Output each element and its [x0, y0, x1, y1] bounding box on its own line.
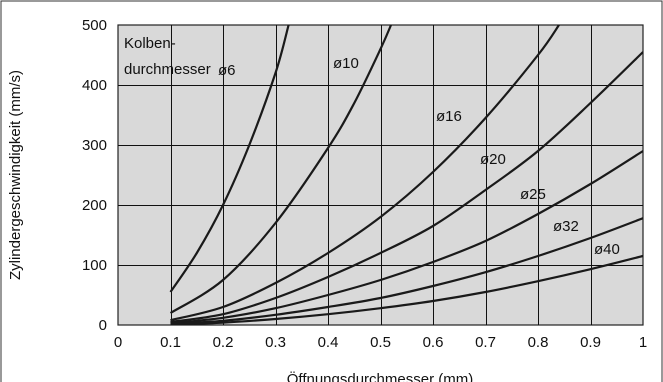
y-tick-label: 400: [82, 77, 107, 94]
plot-area: [117, 24, 644, 326]
grid: [118, 25, 643, 325]
x-tick-label: 0.7: [475, 334, 496, 351]
series-label-7: ø40: [594, 241, 620, 258]
series-label-1: ø6: [218, 62, 236, 79]
plot-background: [117, 24, 644, 326]
x-tick-label: 0.9: [580, 334, 601, 351]
y-axis-title: Zylindergeschwindigkeit (mm/s): [7, 70, 24, 280]
y-tick-label: 0: [99, 317, 107, 334]
curve-labels: ø6 ø10 ø16 ø20 ø25 ø32 ø40: [218, 55, 620, 258]
x-tick-label: 1: [639, 334, 647, 351]
x-tick-label: 0.2: [213, 334, 234, 351]
x-tick-label: 0.8: [528, 334, 549, 351]
legend-title-line-2: durchmesser: [124, 61, 211, 78]
series-line-6: [170, 217, 643, 325]
y-tick-label: 300: [82, 137, 107, 154]
x-tick-label: 0: [114, 334, 122, 351]
y-tick-label: 100: [82, 257, 107, 274]
y-tick-label: 200: [82, 197, 107, 214]
series-line-3: [170, 25, 560, 322]
curves: [169, 25, 643, 325]
series-line-2: [169, 25, 393, 314]
x-tick-label: 0.6: [423, 334, 444, 351]
y-tick-label: 500: [82, 17, 107, 34]
series-label-2: ø10: [333, 55, 359, 72]
x-axis-title: Öffnungsdurchmesser (mm): [287, 370, 473, 382]
series-label-4: ø20: [480, 151, 506, 168]
series-line-7: [170, 254, 643, 325]
tick-labels: 0 0.1 0.2 0.3 0.4 0.5 0.6 0.7 0.8 0.9 1 0 100 200 300 4…: [82, 17, 647, 351]
x-tick-label: 0.5: [370, 334, 391, 351]
series-label-5: ø25: [520, 186, 546, 203]
x-tick-label: 0.1: [160, 334, 181, 351]
series-line-5: [170, 150, 643, 325]
series-label-3: ø16: [436, 108, 462, 125]
x-tick-label: 0.3: [265, 334, 286, 351]
legend-title-line-1: Kolben-: [124, 35, 176, 52]
series-line-1: [169, 25, 290, 293]
series-label-6: ø32: [553, 218, 579, 235]
series-line-4: [170, 51, 643, 324]
x-tick-label: 0.4: [318, 334, 339, 351]
